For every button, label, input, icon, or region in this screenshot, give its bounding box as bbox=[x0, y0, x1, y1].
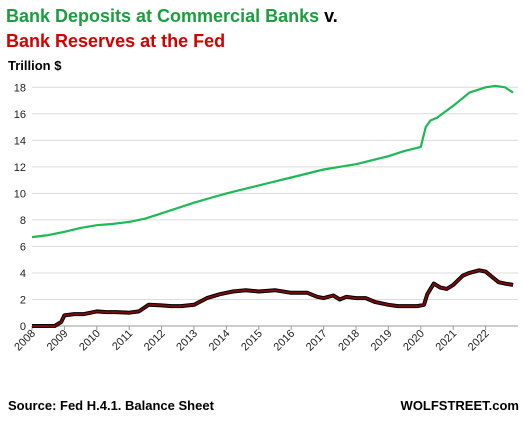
y-tick-label-4: 4 bbox=[20, 268, 26, 280]
series-line-deposits bbox=[31, 84, 514, 239]
x-tick-label-2013: 2013 bbox=[174, 328, 200, 354]
x-tick-label-2011: 2011 bbox=[110, 328, 135, 353]
series-line-reserves bbox=[32, 269, 514, 327]
x-tick-label-2014: 2014 bbox=[207, 328, 233, 354]
y-tick-label-16: 16 bbox=[14, 109, 26, 121]
x-tick-label-2022: 2022 bbox=[466, 328, 492, 354]
title-reserves: Bank Reserves at the Fed bbox=[6, 31, 226, 51]
title-connector: v. bbox=[319, 6, 338, 26]
y-tick-label-18: 18 bbox=[14, 82, 26, 94]
x-tick-label-2018: 2018 bbox=[336, 328, 362, 354]
x-tick-label-2009: 2009 bbox=[45, 328, 71, 354]
x-tick-label-2015: 2015 bbox=[239, 328, 265, 354]
x-tick-label-2019: 2019 bbox=[369, 328, 395, 354]
x-tick-label-2017: 2017 bbox=[304, 328, 330, 354]
x-tick-label-2010: 2010 bbox=[77, 328, 103, 354]
y-tick-labels: 0 2 4 6 8 10 12 14 16 18 bbox=[14, 82, 26, 333]
series-lines bbox=[31, 84, 514, 328]
y-tick-label-0: 0 bbox=[20, 321, 26, 333]
y-tick-label-14: 14 bbox=[14, 135, 26, 147]
x-tick-label-2012: 2012 bbox=[142, 328, 168, 354]
y-tick-label-10: 10 bbox=[14, 188, 26, 200]
brand-label: WOLFSTREET.com bbox=[400, 398, 519, 413]
gridlines bbox=[32, 86, 518, 327]
y-tick-label-8: 8 bbox=[20, 215, 26, 227]
series-line-reserves-outline bbox=[32, 268, 514, 328]
x-tick-label-2021: 2021 bbox=[434, 328, 460, 354]
y-tick-label-6: 6 bbox=[20, 241, 26, 253]
x-tick-label-2008: 2008 bbox=[12, 328, 38, 354]
source-note: Source: Fed H.4.1. Balance Sheet bbox=[8, 398, 214, 413]
x-tick-label-2016: 2016 bbox=[272, 328, 298, 354]
y-tick-label-12: 12 bbox=[14, 162, 26, 174]
y-axis-unit-label: Trillion $ bbox=[8, 58, 62, 73]
title-deposits: Bank Deposits at Commercial Banks bbox=[6, 6, 320, 26]
y-tick-label-2: 2 bbox=[20, 294, 26, 306]
x-tick-labels: 2008 2009 2010 2011 2012 2013 2014 2015 2016 2017… bbox=[12, 326, 492, 354]
x-tick-label-2020: 2020 bbox=[401, 328, 427, 354]
